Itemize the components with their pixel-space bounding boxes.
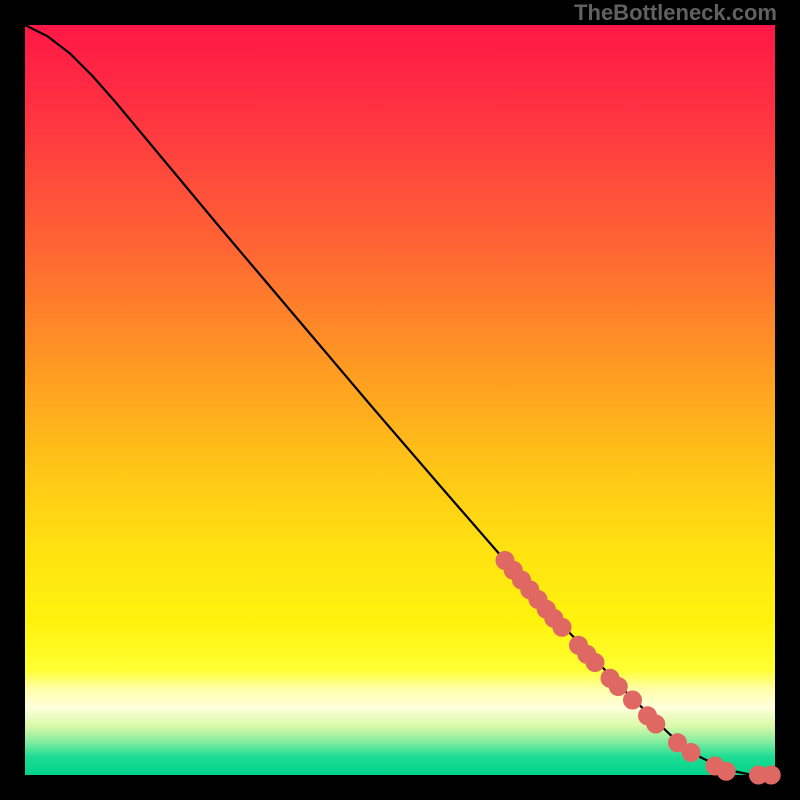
chart-stage: TheBottleneck.com bbox=[0, 0, 800, 800]
watermark-text: TheBottleneck.com bbox=[574, 0, 777, 26]
plot-gradient-background bbox=[25, 25, 775, 775]
